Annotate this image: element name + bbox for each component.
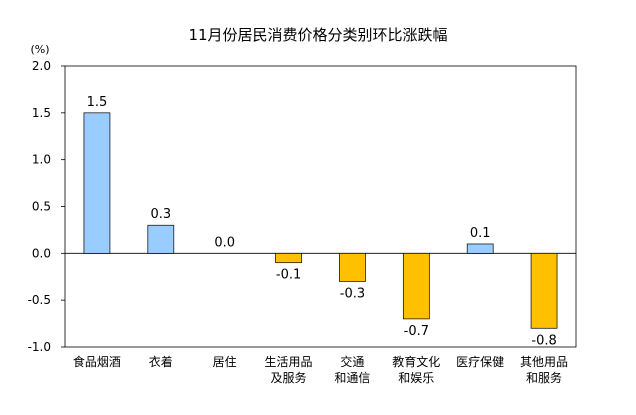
data-label: -0.1 xyxy=(276,268,301,283)
plot-frame xyxy=(64,65,577,348)
bar-series xyxy=(83,112,558,329)
plot-border xyxy=(64,65,577,348)
x-tick-label: 居住 xyxy=(213,355,237,369)
x-tick-label: 医疗保健 xyxy=(456,355,504,369)
x-tick-label: 食品烟酒 xyxy=(73,354,121,369)
data-label: -0.8 xyxy=(531,333,556,348)
x-tick-label: 及服务 xyxy=(271,370,307,385)
y-tick-label: 0.5 xyxy=(32,200,51,214)
y-tick-label: 1.0 xyxy=(32,153,51,167)
value-labels: 1.5 0.3 0.0 -0.1 -0.3 -0.7 0.1 -0.8 xyxy=(87,95,557,348)
x-tick-label: 和服务 xyxy=(526,370,562,385)
x-tick-label: 教育文化 xyxy=(392,354,440,369)
bar xyxy=(530,252,558,329)
x-tick-label: 交通 xyxy=(340,354,364,369)
bar xyxy=(466,243,494,254)
y-tick-label: -1.0 xyxy=(28,340,51,354)
data-label: 0.3 xyxy=(150,207,171,222)
x-tick-label: 生活用品 xyxy=(265,355,313,369)
bar xyxy=(339,252,366,282)
data-label: -0.7 xyxy=(404,324,429,339)
data-label: 1.5 xyxy=(87,95,108,110)
x-tick-label: 和娱乐 xyxy=(398,371,434,385)
bar xyxy=(402,252,430,320)
data-label: 0.1 xyxy=(470,226,491,241)
data-label: 0.0 xyxy=(214,235,235,250)
bar xyxy=(275,252,302,264)
x-tick-label: 和通信 xyxy=(334,371,370,385)
y-tick-label: 1.5 xyxy=(32,106,51,120)
x-tick-label: 其他用品 xyxy=(520,355,568,369)
y-tick-label: 0.0 xyxy=(32,246,51,260)
y-tick-label: 2.0 xyxy=(32,59,51,73)
bar xyxy=(147,224,175,254)
bar xyxy=(83,112,111,254)
chart-title: 11月份居民消费价格分类别环比涨跌幅 xyxy=(188,26,447,44)
y-axis: 2.0 1.5 1.0 0.5 0.0 -0.5 -1.0 xyxy=(28,59,65,354)
y-tick-label: -0.5 xyxy=(28,293,51,307)
x-tick-label: 衣着 xyxy=(149,354,173,369)
data-label: -0.3 xyxy=(340,286,365,301)
y-axis-unit: (%) xyxy=(30,43,49,56)
